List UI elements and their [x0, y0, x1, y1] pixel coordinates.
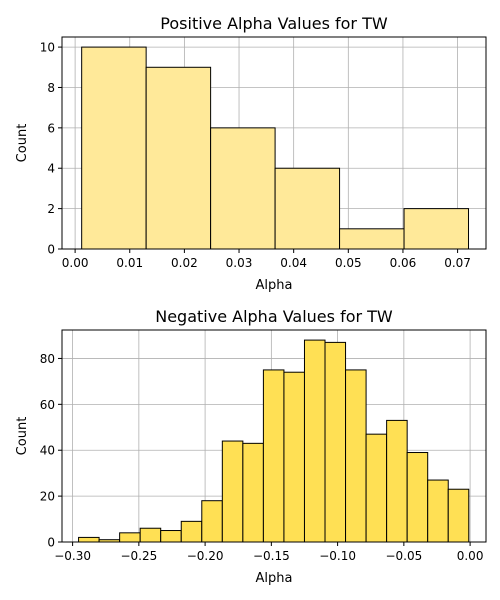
histogram-bar-16 — [406, 452, 429, 543]
histogram-bar-3 — [274, 167, 341, 250]
y-tick-label-0: 0 — [47, 536, 55, 550]
x-axis-ticks: −0.30 −0.25 −0.20 −0.15 −0.10 −0.05 0.00 — [54, 542, 483, 563]
histogram-bar-10 — [283, 371, 305, 543]
bars — [81, 46, 470, 250]
x-tick-label-1: −0.25 — [120, 549, 157, 563]
x-tick-label-0: −0.30 — [54, 549, 91, 563]
histogram-bar-14 — [365, 433, 388, 543]
y-tick-label-5: 10 — [40, 41, 55, 55]
x-tick-label-5: −0.05 — [385, 549, 422, 563]
x-tick-label-0: 0.00 — [62, 256, 89, 270]
histogram-bar-12 — [324, 341, 347, 543]
x-tick-label-1: 0.01 — [116, 256, 143, 270]
x-tick-label-6: 0.06 — [390, 256, 417, 270]
y-tick-label-2: 4 — [47, 162, 55, 176]
x-tick-label-5: 0.05 — [335, 256, 362, 270]
y-tick-label-3: 60 — [40, 398, 55, 412]
histogram-bar-1 — [145, 66, 212, 250]
histogram-bar-11 — [303, 339, 326, 543]
histogram-bar-9 — [262, 369, 285, 543]
histogram-bar-2 — [210, 127, 276, 250]
y-tick-label-3: 6 — [47, 121, 55, 135]
histogram-bar-18 — [447, 488, 470, 543]
y-tick-label-1: 20 — [40, 490, 55, 504]
x-tick-label-3: 0.03 — [226, 256, 253, 270]
x-tick-label-4: 0.04 — [280, 256, 307, 270]
axes-frame — [61, 36, 487, 250]
histogram-bar-13 — [345, 369, 367, 543]
histogram-bar-6 — [201, 500, 223, 543]
histogram-bar-17 — [427, 479, 449, 543]
histogram-bar-5 — [180, 520, 203, 543]
x-tick-label-6: 0.00 — [457, 549, 484, 563]
histogram-bar-2 — [119, 532, 141, 543]
y-tick-label-4: 8 — [47, 81, 55, 95]
y-axis-ticks: 0 2 4 6 8 10 — [40, 41, 62, 257]
x-axis-label: Alpha — [256, 571, 293, 586]
x-axis-ticks: 0.00 0.01 0.02 0.03 0.04 0.05 0.06 0.07 — [62, 249, 471, 270]
chart-title: Negative Alpha Values for TW — [155, 307, 393, 326]
chart-title: Positive Alpha Values for TW — [160, 14, 388, 33]
bars — [78, 339, 470, 543]
y-tick-label-0: 0 — [47, 243, 55, 257]
x-tick-label-7: 0.07 — [444, 256, 471, 270]
histogram-bar-3 — [139, 527, 162, 543]
axes-frame — [61, 329, 487, 543]
histogram-bar-0 — [81, 46, 147, 250]
x-axis-label: Alpha — [256, 278, 293, 293]
x-tick-label-2: −0.20 — [187, 549, 224, 563]
histogram-bar-15 — [386, 419, 408, 543]
histogram-bar-5 — [403, 208, 470, 250]
histogram-bar-0 — [78, 536, 100, 543]
x-tick-label-4: −0.10 — [319, 549, 356, 563]
y-tick-label-4: 80 — [40, 352, 55, 366]
histogram-bar-4 — [160, 530, 182, 543]
y-axis-label: Count — [15, 124, 30, 163]
x-tick-label-2: 0.02 — [171, 256, 198, 270]
histogram-bar-4 — [339, 228, 405, 250]
x-tick-label-3: −0.15 — [253, 549, 290, 563]
histogram-bar-8 — [242, 442, 264, 543]
y-axis-label: Count — [15, 417, 30, 456]
positive-alpha-histogram: 0.00 0.01 0.02 0.03 0.04 0.05 0.06 0.07 0 2 4 6 8 10… — [15, 14, 487, 293]
histogram-bar-7 — [221, 440, 244, 543]
y-axis-ticks: 0 20 40 60 80 — [40, 352, 62, 550]
negative-alpha-histogram: −0.30 −0.25 −0.20 −0.15 −0.10 −0.05 0.00 0 20 40… — [15, 307, 487, 586]
y-tick-label-1: 2 — [47, 202, 55, 216]
y-tick-label-2: 40 — [40, 444, 55, 458]
